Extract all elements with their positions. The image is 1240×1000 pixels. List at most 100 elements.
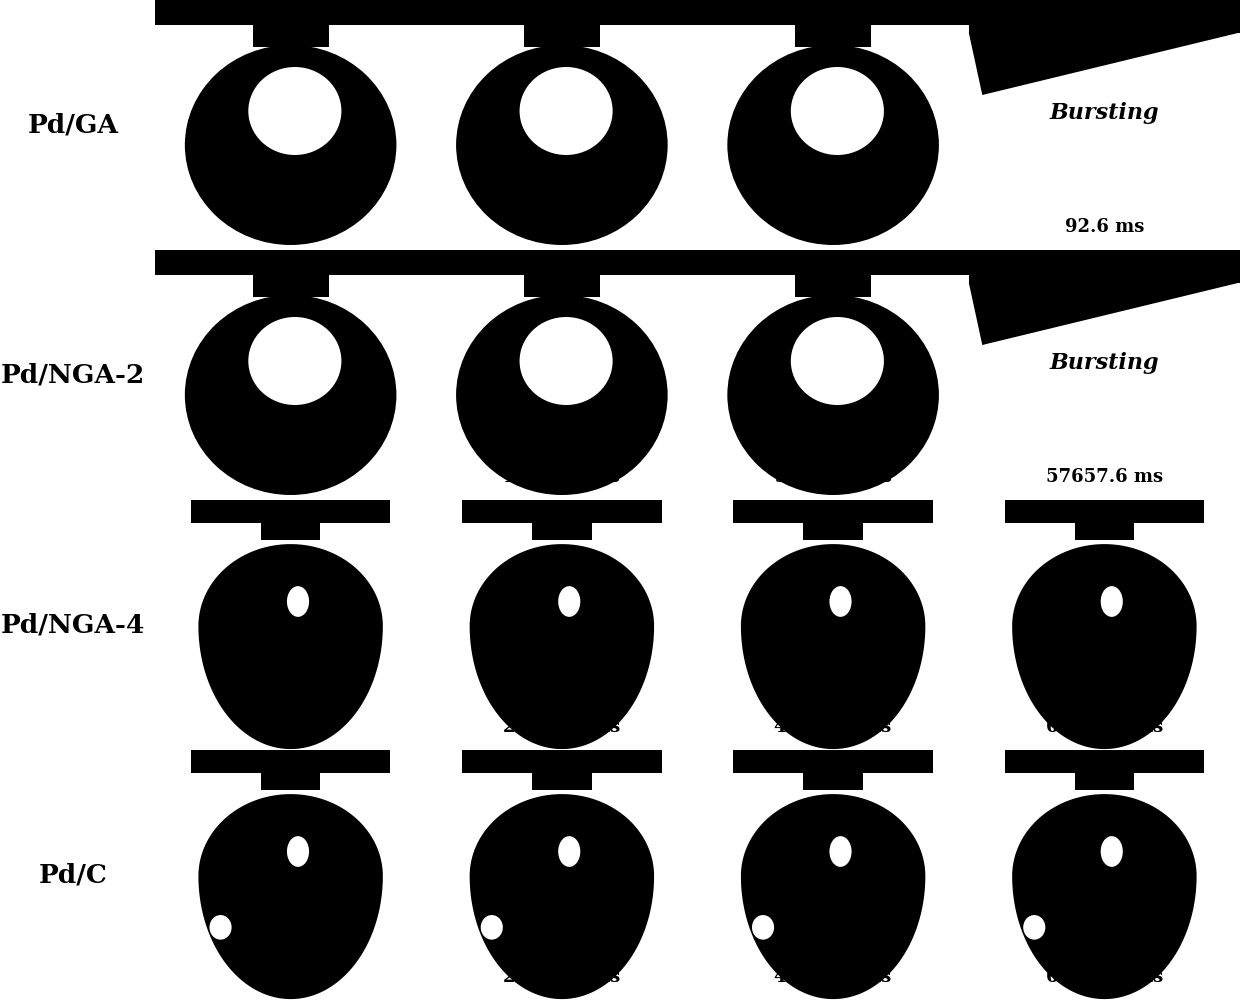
Polygon shape: [470, 544, 655, 749]
Polygon shape: [968, 32, 1240, 95]
Bar: [253, 25, 329, 47]
Text: 20001.1 ms: 20001.1 ms: [503, 718, 620, 736]
Polygon shape: [198, 544, 383, 749]
Polygon shape: [1012, 544, 1197, 749]
Text: 92.6 ms: 92.6 ms: [1065, 218, 1145, 236]
Text: 20001.1 ms: 20001.1 ms: [503, 968, 620, 986]
Ellipse shape: [830, 836, 852, 867]
Bar: [932, 500, 968, 522]
Ellipse shape: [286, 836, 309, 867]
Bar: [191, 750, 391, 772]
Bar: [968, 750, 1004, 772]
Bar: [1004, 500, 1204, 522]
Text: 61.7 ms: 61.7 ms: [794, 218, 873, 236]
Text: Bursting: Bursting: [1049, 102, 1159, 123]
Bar: [1204, 500, 1240, 522]
Bar: [661, 750, 697, 772]
Bar: [155, 750, 191, 772]
Bar: [932, 750, 968, 772]
Polygon shape: [742, 794, 925, 999]
Text: 57657.6 ms: 57657.6 ms: [1045, 468, 1163, 486]
Bar: [155, 0, 427, 25]
Text: 40002.3 ms: 40002.3 ms: [775, 718, 892, 736]
Text: 30.9 ms: 30.9 ms: [522, 218, 601, 236]
Ellipse shape: [1023, 915, 1045, 940]
Bar: [427, 250, 697, 275]
Bar: [734, 750, 932, 772]
Bar: [734, 500, 932, 522]
Bar: [427, 750, 463, 772]
Bar: [1075, 770, 1135, 790]
Bar: [155, 250, 427, 275]
Bar: [697, 250, 968, 275]
Ellipse shape: [248, 67, 341, 155]
Ellipse shape: [830, 586, 852, 617]
Ellipse shape: [558, 836, 580, 867]
Ellipse shape: [481, 915, 503, 940]
Bar: [463, 500, 661, 522]
Text: 0 ms: 0 ms: [267, 968, 315, 986]
Bar: [155, 500, 191, 522]
Ellipse shape: [751, 915, 774, 940]
Text: Pd/C: Pd/C: [38, 862, 108, 888]
Polygon shape: [968, 282, 1240, 345]
Ellipse shape: [456, 45, 667, 245]
Bar: [427, 500, 463, 522]
Bar: [260, 520, 320, 540]
Text: 38418.7 ms: 38418.7 ms: [775, 468, 892, 486]
Text: 60003.4 ms: 60003.4 ms: [1045, 968, 1163, 986]
Ellipse shape: [286, 586, 309, 617]
Bar: [463, 750, 661, 772]
Text: Bursting: Bursting: [1049, 352, 1159, 373]
Text: 40002.2 ms: 40002.2 ms: [775, 968, 892, 986]
Text: Pd/NGA-4: Pd/NGA-4: [1, 612, 145, 638]
Bar: [795, 275, 870, 297]
Bar: [697, 0, 968, 25]
Bar: [697, 500, 734, 522]
Ellipse shape: [185, 45, 397, 245]
Ellipse shape: [456, 295, 667, 495]
Text: 19219.2 ms: 19219.2 ms: [503, 468, 620, 486]
Bar: [532, 520, 591, 540]
Polygon shape: [1012, 794, 1197, 999]
Text: Pd/NGA-2: Pd/NGA-2: [1, 362, 145, 387]
Bar: [391, 500, 427, 522]
Bar: [804, 770, 863, 790]
Polygon shape: [470, 794, 655, 999]
Bar: [661, 500, 697, 522]
Bar: [968, 0, 1240, 32]
Bar: [391, 750, 427, 772]
Ellipse shape: [728, 295, 939, 495]
Bar: [697, 750, 734, 772]
Bar: [523, 275, 600, 297]
Bar: [427, 0, 697, 25]
Ellipse shape: [558, 586, 580, 617]
Bar: [968, 500, 1004, 522]
Bar: [968, 250, 1240, 282]
Ellipse shape: [185, 295, 397, 495]
Bar: [1075, 520, 1135, 540]
Text: 60003.3 ms: 60003.3 ms: [1045, 718, 1163, 736]
Ellipse shape: [1101, 836, 1123, 867]
Polygon shape: [198, 794, 383, 999]
Text: Pd/GA: Pd/GA: [27, 112, 118, 137]
Ellipse shape: [520, 317, 613, 405]
Ellipse shape: [1101, 586, 1123, 617]
Text: 0 ms: 0 ms: [267, 468, 315, 486]
Ellipse shape: [791, 317, 884, 405]
Ellipse shape: [791, 67, 884, 155]
Bar: [1204, 750, 1240, 772]
Bar: [191, 500, 391, 522]
Polygon shape: [742, 544, 925, 749]
Bar: [253, 275, 329, 297]
Ellipse shape: [248, 317, 341, 405]
Bar: [1004, 750, 1204, 772]
Bar: [532, 770, 591, 790]
Ellipse shape: [520, 67, 613, 155]
Bar: [795, 25, 870, 47]
Ellipse shape: [210, 915, 232, 940]
Text: 0 ms: 0 ms: [267, 718, 315, 736]
Text: 0 ms: 0 ms: [267, 218, 315, 236]
Bar: [260, 770, 320, 790]
Bar: [804, 520, 863, 540]
